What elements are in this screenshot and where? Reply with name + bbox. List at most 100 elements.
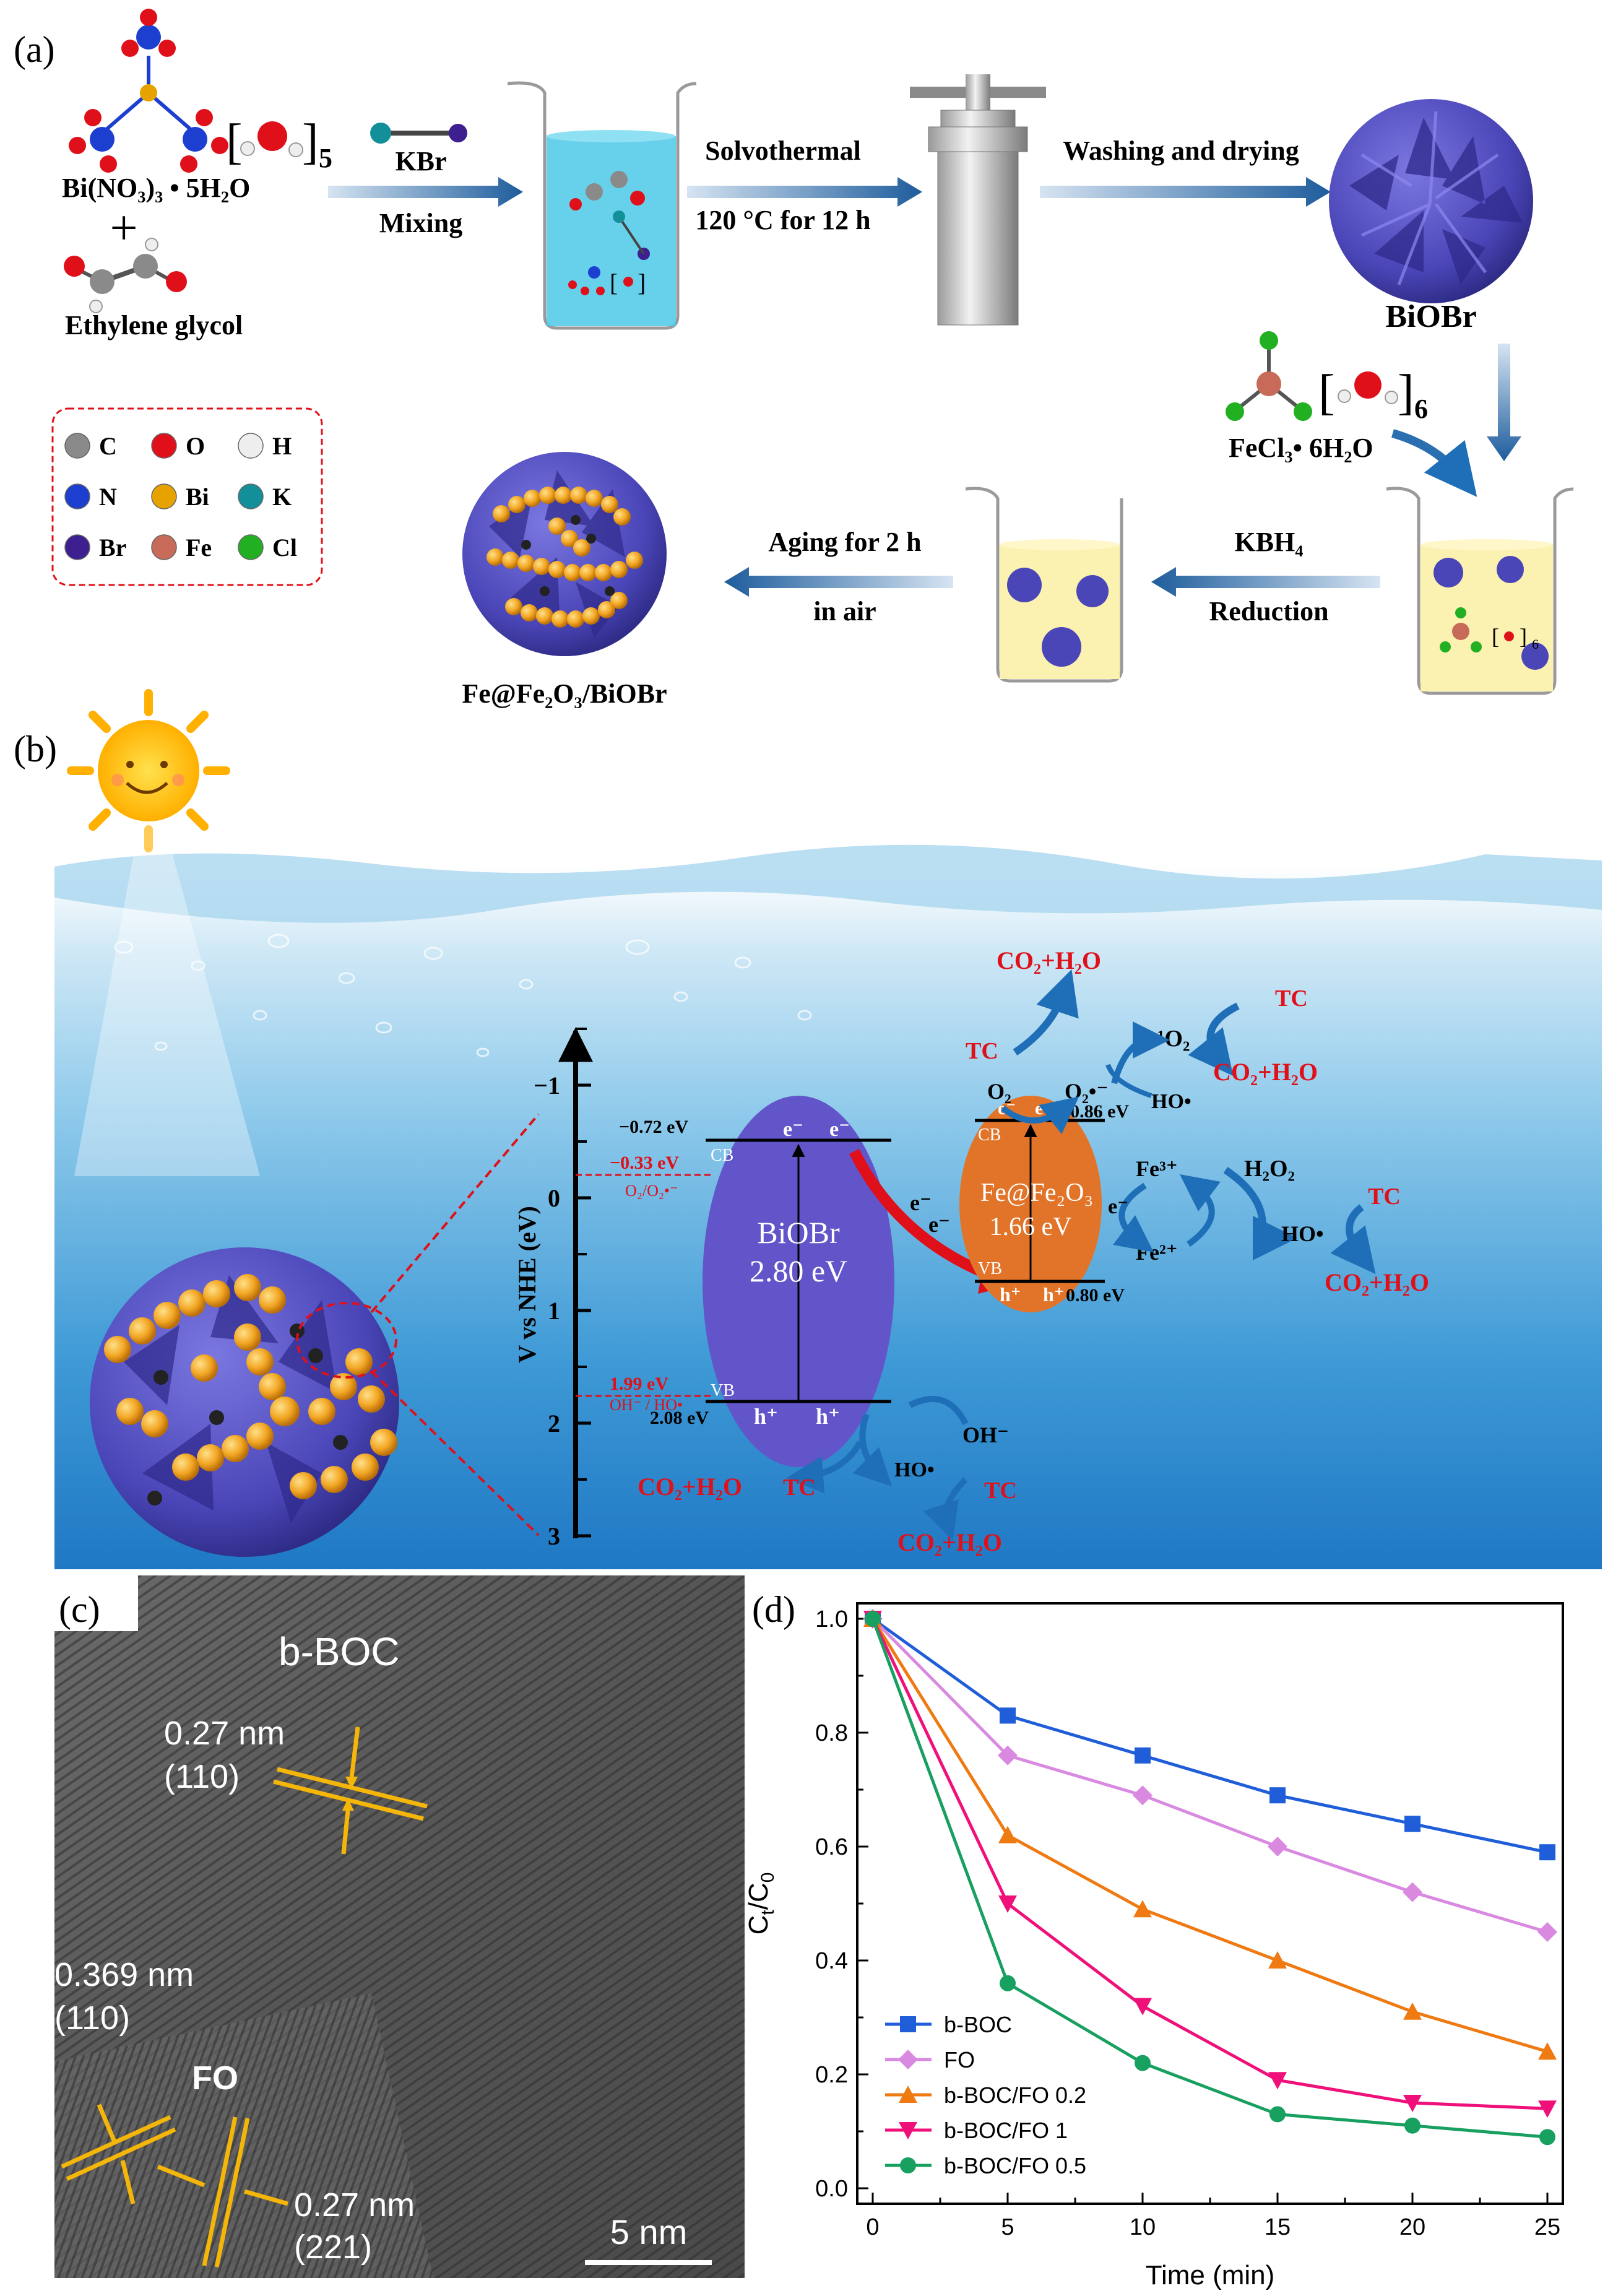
aging-label-1: Aging for 2 h <box>768 527 921 557</box>
zoom-circle <box>296 1302 397 1379</box>
svg-text:]: ] <box>1520 624 1527 649</box>
oh-level-value: 1.99 eV <box>610 1374 668 1394</box>
data-point-b-boc-fo-0-2 <box>1538 2042 1557 2060</box>
panel-a: (a) [ ] 5 Bi(NO₃)₃ • 5H₂O <box>14 9 1574 709</box>
singlet-oxygen-label: ¹O₂ <box>1157 1026 1190 1052</box>
product-label: Fe@Fe₂O₃/BiOBr <box>462 678 667 709</box>
singlet-oxidation-arrow <box>1188 1002 1240 1077</box>
fe3-label: Fe³⁺ <box>1136 1156 1178 1181</box>
reagent-ethylene-glycol: Ethylene glycol <box>65 310 243 340</box>
water-surface <box>54 844 1602 923</box>
legend-label-b-boc-fo-0-5: b-BOC/FO 0.5 <box>944 2153 1086 2178</box>
energy-tick-label: 3 <box>548 1522 560 1550</box>
data-point-b-boc-fo-0-2 <box>998 1826 1017 1843</box>
kbh4-label: KBH₄ <box>1235 527 1304 557</box>
data-point-b-boc-fo-0-2 <box>1403 2002 1422 2020</box>
data-point-b-boc-fo-0-5 <box>1539 2129 1555 2146</box>
o2-radical-label: O₂•⁻ <box>1065 1079 1108 1104</box>
fe2-label: Fe²⁺ <box>1136 1240 1178 1265</box>
scale-bar-label: 5 nm <box>610 2212 688 2251</box>
fenton-electron: e⁻ <box>1108 1195 1128 1218</box>
solvothermal-condition: 120 °C for 12 h <box>695 205 870 235</box>
legend-bi-label: Bi <box>186 483 209 511</box>
data-point-fo <box>1537 1922 1557 1942</box>
fenton-oxidation-arrow <box>1330 1204 1376 1275</box>
legend-label-b-boc-fo-1: b-BOC/FO 1 <box>944 2118 1068 2143</box>
lattice-marker-3 <box>157 2116 288 2268</box>
energy-axis-label: V vs NHE (eV) <box>513 1206 541 1363</box>
chart-legend: b-BOC FO b-BOC/FO 0.2 b-BOC/FO 1 b-BOC/FO 0.… <box>885 2012 1086 2178</box>
fo-label: FO <box>192 2060 238 2097</box>
legend-cl-atom-icon <box>238 534 264 560</box>
biobr-electron-2: e⁻ <box>829 1118 850 1141</box>
data-point-b-boc-fo-1 <box>1403 2095 1422 2112</box>
composite-sphere-icon <box>90 1247 399 1557</box>
fe-vb-value: 0.80 eV <box>1066 1285 1125 1306</box>
ethylene-glycol-molecule-icon <box>64 238 187 313</box>
legend-o-atom-icon <box>151 433 177 459</box>
legend-label-fo: FO <box>944 2047 975 2073</box>
oh-couple-label: OH⁻ / HO• <box>610 1396 683 1414</box>
chart-series <box>863 1609 1557 2146</box>
co2-label-singlet: CO₂+H₂O <box>1213 1058 1318 1086</box>
biobr-cb-label: CB <box>711 1146 733 1165</box>
data-point-b-boc <box>1135 1747 1151 1764</box>
fecl-water-count: 6 <box>1414 394 1428 424</box>
x-tick-label: 15 <box>1265 2214 1291 2240</box>
o2-label: O₂ <box>987 1079 1011 1104</box>
reagent-bi-nitrate: Bi(NO₃)₃ • 5H₂O <box>62 173 250 203</box>
legend-n-label: N <box>99 483 117 511</box>
arrow-solvothermal <box>687 177 922 207</box>
fe-hole-1: h⁺ <box>1000 1283 1021 1306</box>
tc-label-top: TC <box>966 1038 998 1064</box>
legend-o-label: O <box>186 432 205 460</box>
biobr-hole-2: h⁺ <box>816 1404 840 1429</box>
energy-tick-label: 0 <box>548 1184 560 1212</box>
legend-n-atom-icon <box>64 483 90 509</box>
sun-icon <box>67 689 230 852</box>
ho-radical-fenton: HO• <box>1281 1221 1324 1246</box>
zoom-line-bottom <box>370 1370 540 1536</box>
series-line-b-boc <box>871 1617 1548 1854</box>
x-tick-label: 0 <box>866 2214 879 2240</box>
plus-sign: + <box>110 201 137 256</box>
biobr-label: BiOBr <box>1385 299 1476 334</box>
co2-label-vb: CO₂+H₂O <box>638 1473 742 1501</box>
fe-cb-label: CB <box>978 1125 1001 1145</box>
data-point-b-boc-fo-0-5 <box>865 1611 881 1627</box>
transfer-electron-1: e⁻ <box>910 1190 932 1215</box>
arrow-fecl3-add <box>1391 429 1477 497</box>
svg-text:[: [ <box>1318 365 1335 420</box>
spacing-3: 0.27 nm <box>294 2186 415 2224</box>
spacing-1: 0.27 nm <box>164 1715 285 1752</box>
fe-hole-2: h⁺ <box>1043 1283 1065 1306</box>
aging-label-2: in air <box>813 596 876 626</box>
data-point-fo <box>1133 1785 1152 1806</box>
biobr-vb-value: 2.08 eV <box>650 1408 709 1428</box>
kbr-label: KBr <box>395 146 446 176</box>
fe-biobr-composite-icon <box>462 452 667 656</box>
y-tick-label: 0.8 <box>815 1720 848 1746</box>
svg-text:]: ] <box>638 269 646 297</box>
tc-label-vb: TC <box>783 1475 816 1501</box>
svg-text:[: [ <box>1492 624 1499 649</box>
tc-label-singlet: TC <box>1275 986 1308 1012</box>
legend-fe-atom-icon <box>151 534 177 560</box>
fecl3-molecule-icon <box>1226 331 1312 421</box>
tem-title: b-BOC <box>279 1629 400 1674</box>
biobr-electron-1: e⁻ <box>783 1118 803 1141</box>
legend-cl-label: Cl <box>272 534 297 561</box>
spacing-2-hkl: (110) <box>54 1999 130 2037</box>
oh-hole-arrow <box>908 1396 969 1426</box>
hydroxide-label: OH⁻ <box>962 1423 1009 1447</box>
water-bubbles <box>114 934 812 1057</box>
svg-text:]: ] <box>302 115 319 169</box>
legend-marker-b-boc <box>900 2016 916 2032</box>
fecl3-label: FeCl₃• 6H₂O <box>1229 433 1373 463</box>
legend-c-label: C <box>99 432 117 460</box>
tc-label-ho: TC <box>984 1478 1017 1504</box>
legend-label-b-boc-fo-0-2: b-BOC/FO 0.2 <box>944 2082 1086 2108</box>
lattice-marker-2 <box>61 2103 176 2204</box>
washing-label: Washing and drying <box>1063 136 1299 166</box>
ho-radical-vb: HO• <box>894 1458 935 1481</box>
